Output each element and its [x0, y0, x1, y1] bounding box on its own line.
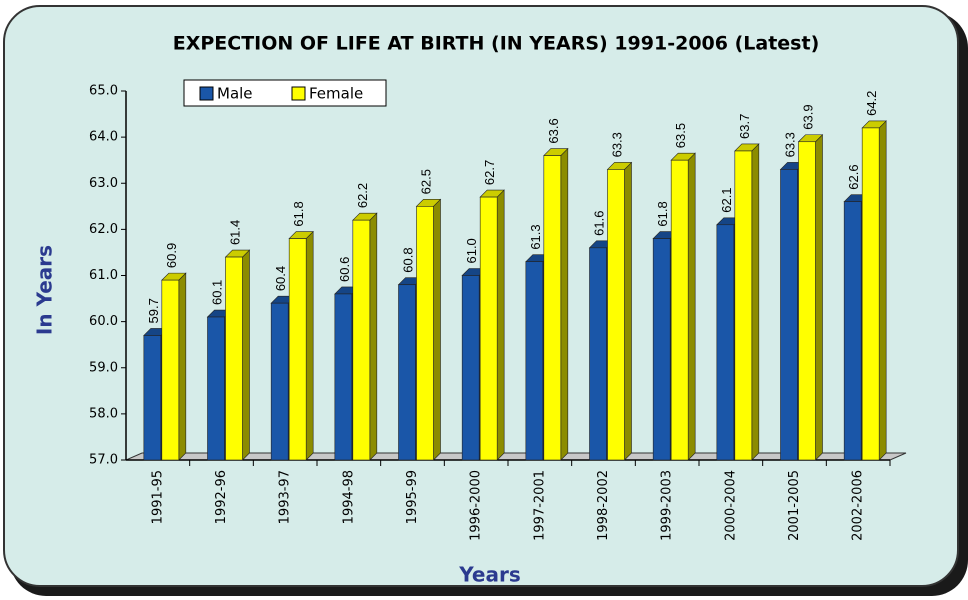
value-label: 61.0 — [464, 238, 479, 263]
x-tick-label: 2002-2006 — [851, 470, 866, 541]
y-tick-label: 62.0 — [89, 222, 118, 237]
legend-swatch — [199, 86, 214, 101]
value-label: 62.2 — [355, 183, 370, 208]
value-label: 63.6 — [546, 118, 561, 143]
bar — [352, 219, 371, 461]
bar — [589, 247, 607, 461]
bar-side — [687, 152, 696, 461]
value-label: 63.9 — [800, 104, 815, 129]
bar — [479, 196, 498, 461]
y-axis-label: In Years — [33, 245, 57, 335]
value-label: 60.1 — [209, 280, 224, 305]
x-tick-label: 1992-96 — [214, 470, 229, 524]
bar — [780, 169, 798, 461]
value-label: 60.4 — [273, 266, 288, 291]
value-label: 64.2 — [864, 91, 879, 116]
bar-side — [369, 212, 378, 461]
value-label: 61.4 — [227, 220, 242, 245]
value-label: 63.7 — [737, 114, 752, 139]
bar-side — [242, 249, 250, 461]
value-label: 60.6 — [337, 257, 352, 282]
value-label: 61.8 — [655, 201, 670, 226]
x-tick-label: 1991-95 — [150, 470, 165, 524]
legend-label: Male — [217, 85, 253, 103]
value-label: 59.7 — [146, 298, 161, 323]
x-tick-label: 1998-2002 — [596, 470, 611, 541]
x-tick-label: 1997-2001 — [532, 470, 547, 541]
x-tick-label: 2001-2005 — [787, 470, 802, 541]
y-tick-label: 60.0 — [89, 314, 118, 329]
bar — [607, 169, 625, 461]
bar — [288, 238, 307, 461]
bar — [207, 316, 225, 461]
legend: Male Female — [183, 79, 387, 107]
y-tick-label: 58.0 — [89, 406, 118, 421]
value-label: 63.3 — [782, 132, 797, 157]
x-axis-label: Years — [458, 563, 520, 587]
value-label: 62.7 — [482, 160, 497, 185]
y-tick-label: 63.0 — [89, 176, 118, 191]
x-tick-label: 2000-2004 — [723, 470, 738, 541]
bar-side — [878, 120, 887, 461]
bar — [416, 206, 434, 461]
bar — [670, 159, 689, 461]
y-tick-label: 59.0 — [89, 360, 118, 375]
bar — [734, 150, 753, 461]
y-tick-label: 65.0 — [89, 84, 118, 99]
bar-side — [433, 198, 441, 461]
x-tick-label: 1993-97 — [278, 470, 293, 524]
legend-swatch — [291, 86, 306, 101]
y-tick-label: 61.0 — [89, 268, 118, 283]
bar-side — [178, 272, 187, 461]
x-tick-label: 1996-2000 — [469, 470, 484, 541]
x-tick-label: 1999-2003 — [660, 470, 675, 541]
y-tick-label: 64.0 — [89, 130, 118, 145]
bar-side — [751, 143, 760, 461]
value-label: 60.8 — [400, 247, 415, 272]
bar — [334, 293, 353, 461]
y-tick-label: 57.0 — [89, 453, 118, 468]
bar — [461, 275, 480, 461]
bar — [270, 302, 289, 461]
value-label: 62.5 — [418, 169, 433, 194]
bar-side — [560, 147, 569, 461]
value-label: 63.5 — [673, 123, 688, 148]
value-label: 61.8 — [291, 201, 306, 226]
bar-side — [305, 230, 314, 461]
bar — [798, 141, 816, 461]
value-label: 62.6 — [846, 164, 861, 189]
bar — [543, 155, 562, 461]
bar — [716, 224, 735, 461]
bar — [525, 261, 544, 461]
value-label: 61.3 — [528, 224, 543, 249]
x-tick-label: 1994-98 — [341, 470, 356, 524]
value-label: 60.9 — [164, 243, 179, 268]
bar — [652, 238, 671, 461]
chart-title: EXPECTION OF LIFE AT BIRTH (IN YEARS) 19… — [173, 33, 820, 55]
bar — [398, 284, 416, 461]
bar-side — [815, 134, 823, 461]
value-label: 62.1 — [719, 187, 734, 212]
bar — [143, 335, 162, 461]
legend-label: Female — [309, 85, 363, 103]
bar — [225, 256, 243, 461]
bar-side — [496, 189, 505, 461]
bar — [843, 201, 862, 461]
legend-box — [183, 79, 387, 107]
value-label: 61.6 — [591, 211, 606, 236]
value-label: 63.3 — [609, 132, 624, 157]
bar — [861, 127, 880, 461]
bar — [161, 279, 180, 461]
x-tick-label: 1995-99 — [405, 470, 420, 524]
bar-side — [624, 161, 632, 461]
